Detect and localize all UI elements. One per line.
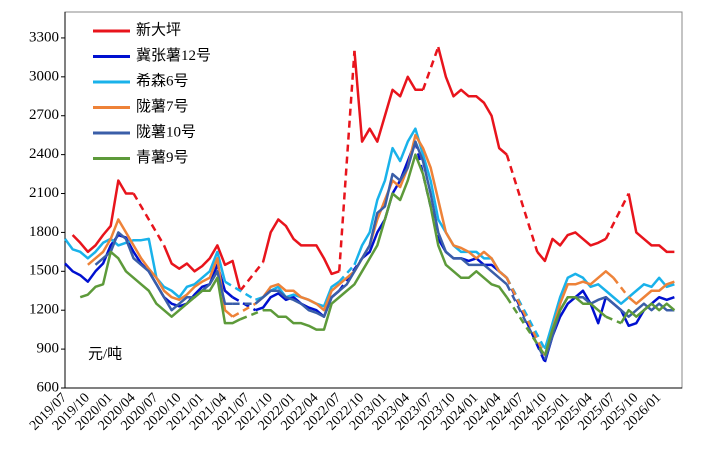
series-line (437, 238, 508, 279)
gap-connector (612, 277, 630, 299)
legend-label: 新大坪 (136, 21, 181, 38)
gap-connector (505, 283, 547, 361)
series-line (627, 193, 675, 254)
gap-connector (231, 302, 257, 318)
legend-label: 青薯9号 (136, 149, 189, 166)
gap-connector (239, 309, 264, 321)
series-line (87, 218, 234, 318)
series-line (437, 46, 508, 156)
series-line (627, 280, 675, 305)
series-line (353, 127, 508, 279)
gap-connector (604, 192, 630, 240)
series-line (543, 295, 607, 356)
y-tick-label: 2400 (29, 146, 59, 162)
series-line (63, 237, 227, 299)
y-tick-label: 2100 (29, 185, 59, 201)
gap-connector (338, 263, 356, 283)
series-line (263, 153, 508, 331)
legend-bg (90, 147, 220, 171)
y-tick-label: 1200 (29, 302, 59, 318)
y-tick-label: 900 (37, 341, 60, 357)
gap-connector (505, 277, 547, 357)
legend-bg (90, 71, 220, 94)
gap-connector (224, 280, 257, 301)
series-line (94, 231, 233, 312)
gap-connector (239, 261, 265, 292)
series-line (79, 250, 241, 325)
legend-bg (90, 96, 220, 120)
gap-connector (505, 154, 539, 253)
legend-bg (90, 20, 220, 43)
unit-label: 元/吨 (88, 345, 122, 362)
legend-label: 陇薯10号 (136, 123, 196, 140)
y-tick-label: 1800 (29, 224, 59, 240)
series-line (619, 302, 676, 324)
y-tick-label: 3300 (29, 29, 59, 45)
series-line (536, 231, 607, 263)
legend-bg (90, 122, 220, 145)
legend-label: 冀张薯12号 (136, 47, 211, 64)
y-tick-label: 3000 (29, 68, 59, 84)
y-tick-label: 2700 (29, 107, 59, 123)
series-line (71, 179, 134, 254)
y-tick-label: 1500 (29, 263, 59, 279)
gap-connector (605, 315, 622, 325)
gap-connector (338, 257, 364, 292)
gap-connector (231, 296, 257, 312)
series-line (543, 272, 675, 350)
legend-label: 希森6号 (136, 72, 189, 89)
series-line (162, 244, 242, 292)
gap-connector (132, 192, 166, 247)
legend-label: 陇薯7号 (136, 98, 189, 115)
series-line (261, 218, 340, 276)
series-line (254, 133, 508, 312)
series-line (254, 140, 508, 318)
legend-bg (90, 45, 220, 69)
series-line (353, 50, 424, 143)
gap-connector (337, 50, 356, 272)
gap-connector (421, 46, 440, 91)
y-tick-label: 600 (37, 379, 60, 395)
